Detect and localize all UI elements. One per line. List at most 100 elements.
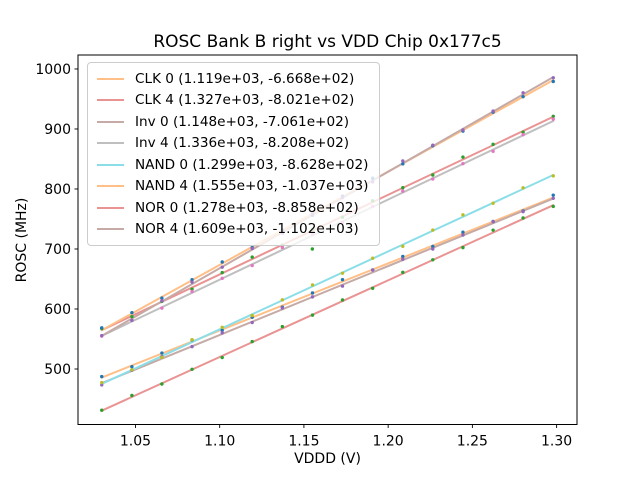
data-point	[431, 173, 435, 177]
x-tick-label: 1.05	[120, 434, 151, 450]
data-point	[160, 296, 164, 300]
data-point	[160, 351, 164, 355]
scatter-nor-0	[100, 204, 555, 412]
legend-item-nor-4: NOR 4 (1.609e+03, -1.102e+03)	[97, 219, 370, 241]
data-point	[100, 383, 104, 387]
data-point	[340, 298, 345, 302]
legend-item-clk-0: CLK 0 (1.119e+03, -6.668e+02)	[97, 68, 370, 90]
x-tick-label: 1.15	[288, 434, 319, 450]
data-point	[431, 258, 435, 262]
scatter-nand-0	[100, 174, 555, 385]
data-point	[220, 265, 224, 269]
data-point	[250, 255, 254, 259]
data-point	[340, 271, 345, 275]
legend-item-inv-0: Inv 0 (1.148e+03, -7.061e+02)	[97, 111, 370, 133]
x-tick-label: 1.30	[541, 434, 572, 450]
legend-item-nor-0: NOR 0 (1.278e+03, -8.858e+02)	[97, 197, 370, 219]
legend-line-swatch	[97, 142, 124, 145]
outlier-point	[310, 247, 315, 251]
data-point	[340, 284, 345, 288]
legend-label: NAND 4 (1.555e+03, -1.037e+03)	[135, 178, 369, 195]
data-point	[220, 331, 224, 335]
x-axis-ticks: 1.05 1.10 1.15 1.20 1.25 1.30	[120, 424, 572, 450]
data-point	[551, 117, 555, 121]
legend: CLK 0 (1.119e+03, -6.668e+02) CLK 4 (1.32…	[87, 62, 380, 246]
data-point	[401, 186, 405, 190]
legend-line-swatch	[97, 77, 124, 80]
data-point	[461, 213, 465, 217]
x-tick-label: 1.10	[204, 434, 235, 450]
data-point	[190, 280, 194, 284]
data-point	[250, 320, 254, 325]
fit-line-inv-0	[100, 197, 555, 385]
data-point	[130, 314, 134, 319]
chart-title: ROSC Bank B right vs VDD Chip 0x177c5	[153, 32, 502, 52]
data-point	[461, 245, 465, 250]
legend-item-inv-4: Inv 4 (1.336e+03, -8.208e+02)	[97, 133, 370, 155]
data-point	[100, 408, 104, 412]
data-point	[130, 310, 134, 315]
data-point	[190, 278, 194, 282]
data-point	[431, 228, 435, 232]
data-point	[160, 382, 164, 386]
data-point	[521, 91, 525, 95]
data-point	[310, 283, 315, 287]
fit-line-clk-0	[100, 196, 555, 379]
data-point	[160, 299, 164, 303]
data-point	[491, 219, 495, 224]
data-point	[370, 256, 375, 260]
data-point	[401, 257, 405, 261]
y-tick-label: 500	[44, 362, 71, 378]
fit-line-nand-0	[100, 174, 555, 385]
fit-line-nor-0	[100, 204, 555, 412]
data-point	[551, 174, 555, 178]
data-point	[461, 155, 465, 159]
y-axis-ticks: 500 600 700 800 900 1000	[35, 62, 78, 378]
data-point	[310, 313, 315, 317]
data-point	[220, 260, 224, 264]
data-point	[401, 189, 405, 193]
data-point	[370, 286, 375, 290]
y-tick-label: 1000	[35, 62, 71, 78]
data-point	[551, 193, 555, 197]
data-point	[521, 186, 525, 190]
data-point	[190, 344, 194, 349]
y-tick-label: 600	[44, 302, 71, 318]
legend-label: CLK 0 (1.119e+03, -6.668e+02)	[135, 70, 355, 87]
data-point	[491, 201, 495, 205]
legend-item-nand-0: NAND 0 (1.299e+03, -8.628e+02)	[97, 154, 370, 176]
legend-line-swatch	[97, 99, 124, 102]
data-point	[551, 196, 555, 200]
legend-label: Inv 0 (1.148e+03, -7.061e+02)	[135, 113, 350, 130]
legend-line-swatch	[97, 163, 124, 166]
data-point	[310, 291, 315, 295]
legend-line-swatch	[97, 206, 124, 209]
legend-label: NOR 0 (1.278e+03, -8.858e+02)	[135, 199, 359, 216]
legend-item-clk-4: CLK 4 (1.327e+03, -8.021e+02)	[97, 90, 370, 112]
data-point	[491, 142, 495, 147]
data-point	[220, 355, 224, 360]
data-point	[130, 368, 134, 372]
data-point	[310, 295, 315, 299]
data-point	[340, 277, 345, 282]
data-point	[521, 94, 525, 99]
data-point	[491, 228, 495, 232]
y-axis-label: ROSC (MHz)	[14, 197, 30, 283]
data-point	[220, 325, 224, 329]
data-point	[190, 287, 194, 291]
y-tick-label: 800	[44, 182, 71, 198]
data-point	[461, 233, 465, 237]
data-point	[160, 306, 164, 310]
legend-line-swatch	[97, 228, 124, 231]
data-point	[461, 161, 465, 166]
y-tick-label: 900	[44, 122, 71, 138]
data-point	[431, 247, 435, 251]
data-point	[100, 333, 104, 338]
data-point	[250, 246, 254, 251]
data-point	[521, 132, 525, 137]
data-point	[280, 245, 285, 250]
data-point	[250, 339, 254, 344]
data-point	[280, 298, 285, 302]
